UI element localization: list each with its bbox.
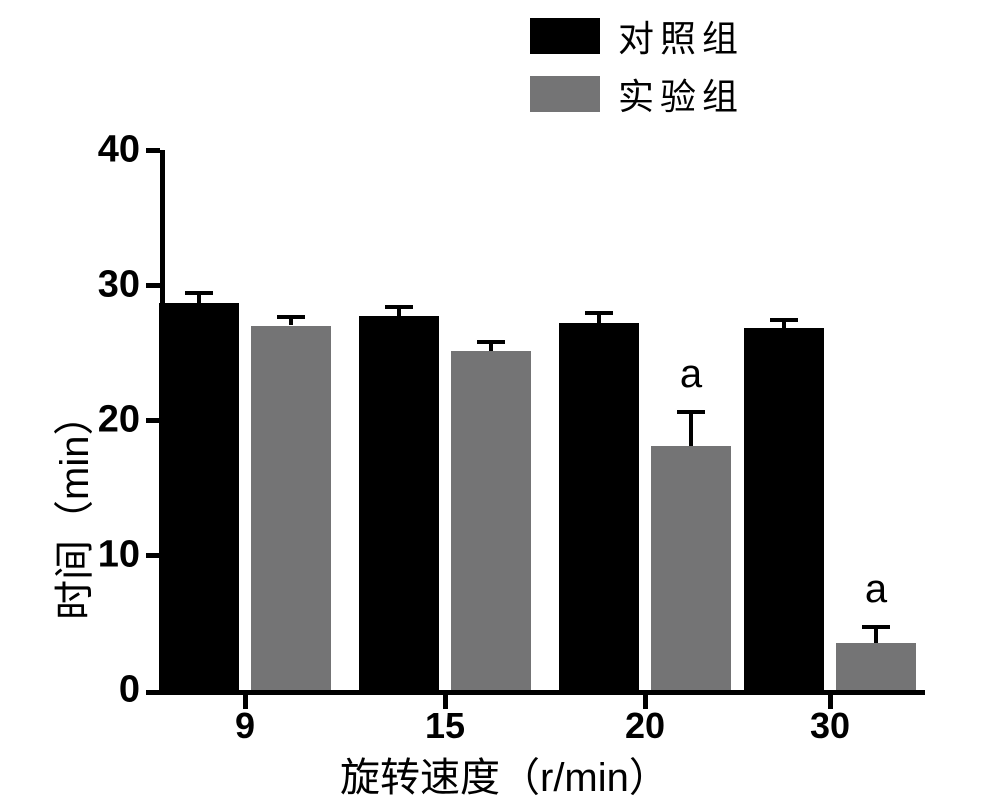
errorbar-stem	[689, 412, 693, 446]
legend-swatch	[530, 76, 600, 112]
x-tick-label: 20	[625, 705, 665, 747]
legend-label: 对照组	[618, 10, 744, 62]
y-tick-label: 40	[0, 129, 140, 172]
x-tick-label: 9	[235, 705, 255, 747]
x-tick-label: 15	[425, 705, 465, 747]
significance-annotation: a	[680, 352, 702, 397]
chart-root: 对照组实验组 时间（min） 旋转速度（r/min） 0102030409152…	[0, 0, 1000, 792]
errorbar-cap	[185, 291, 213, 295]
significance-annotation: a	[865, 567, 887, 612]
x-tick-label: 30	[810, 705, 850, 747]
y-tick	[146, 283, 160, 288]
control-bar	[559, 323, 639, 690]
legend: 对照组实验组	[530, 10, 744, 126]
legend-swatch	[530, 18, 600, 54]
control-bar	[159, 303, 239, 690]
errorbar-cap	[770, 318, 798, 322]
y-tick	[146, 418, 160, 423]
legend-label: 实验组	[618, 68, 744, 120]
legend-entry: 对照组	[530, 10, 744, 62]
x-axis-line	[160, 690, 925, 695]
errorbar-cap	[277, 315, 305, 319]
y-tick	[146, 690, 160, 695]
plot-area	[160, 150, 920, 690]
y-tick-label: 30	[0, 264, 140, 307]
errorbar-cap	[385, 305, 413, 309]
control-bar	[744, 328, 824, 690]
errorbar-cap	[677, 410, 705, 414]
errorbar-stem	[874, 627, 878, 643]
errorbar-cap	[862, 625, 890, 629]
y-tick	[146, 148, 160, 153]
treatment-bar	[836, 643, 916, 690]
y-tick-label: 10	[0, 534, 140, 577]
treatment-bar	[451, 351, 531, 690]
errorbar-cap	[477, 340, 505, 344]
treatment-bar	[651, 446, 731, 690]
y-tick	[146, 553, 160, 558]
y-tick-label: 20	[0, 399, 140, 442]
treatment-bar	[251, 326, 331, 691]
y-tick-label: 0	[0, 669, 140, 712]
control-bar	[359, 316, 439, 690]
errorbar-cap	[585, 311, 613, 315]
legend-entry: 实验组	[530, 68, 744, 120]
x-axis-title: 旋转速度（r/min）	[340, 745, 669, 803]
